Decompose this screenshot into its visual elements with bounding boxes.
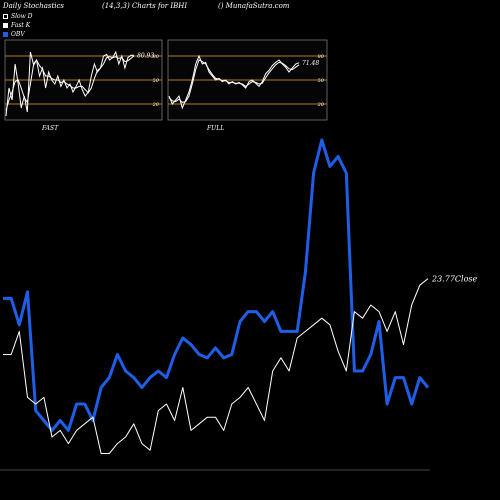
legend-swatch-fast-k <box>3 23 8 28</box>
fast-stochastics-level-label-20: 20 <box>152 102 160 108</box>
close-price-label: 23.77Close <box>431 275 478 284</box>
fast-stochastics-level-label-50: 50 <box>153 78 160 84</box>
fast-stochastics-panel-label: FAST <box>41 125 59 132</box>
full-stochastics-level-label-50: 50 <box>318 78 325 84</box>
legend-swatch-slow-d <box>3 14 8 19</box>
chart-heading-right: () MunafaSutra.com <box>218 2 290 10</box>
legend-swatch-obv <box>3 32 8 37</box>
obv-line <box>3 138 430 432</box>
chart-heading-left: Daily Stochastics <box>3 2 65 10</box>
legend-label-obv: OBV <box>11 31 25 38</box>
fast-stochastics-panel: 80 50 20 80.93 FAST <box>4 39 163 132</box>
chart-heading-center: (14,3,3) Charts for IBHI <box>102 2 188 10</box>
legend-label-slow-d: Slow D <box>11 13 33 20</box>
full-stochastics-panel-label: FULL <box>206 125 224 132</box>
full-stochastics-level-label-80: 80 <box>318 54 325 60</box>
fast-stochastics-level-label-80: 80 <box>153 54 160 60</box>
legend-item-obv: OBV <box>3 30 33 39</box>
full-stochastics-panel: 80 50 20 71.48 FULL <box>167 39 328 132</box>
legend-label-fast-k: Fast K <box>11 22 31 29</box>
fast-stochastics-last-value: 80.93 <box>137 52 154 59</box>
price-line <box>3 278 429 454</box>
legend-item-slow-d: Slow D <box>3 12 33 21</box>
full-stochastics-level-label-20: 20 <box>317 102 325 108</box>
full-stochastics-last-value: 71.48 <box>302 60 319 67</box>
full-stochastics-full-d-line <box>168 59 300 103</box>
legend-item-fast-k: Fast K <box>3 21 33 30</box>
legend: Slow D Fast K OBV <box>3 12 33 39</box>
fast-stochastics-slow-d-line <box>5 55 135 111</box>
